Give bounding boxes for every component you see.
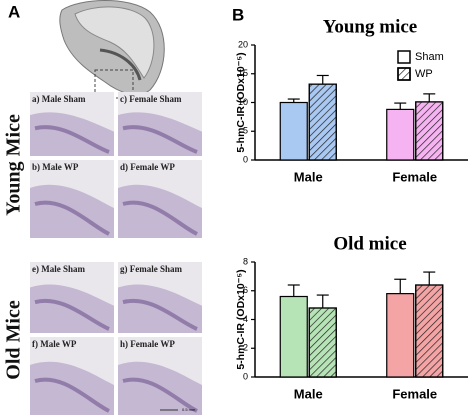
x-tick-label: Male	[294, 386, 323, 401]
legend-hatch	[397, 67, 411, 81]
bar	[279, 101, 308, 161]
y-tick-label: 4	[243, 314, 248, 324]
bar-hatch	[308, 307, 337, 378]
y-tick-label: 10	[238, 97, 248, 107]
image-label: c) Female Sham	[120, 94, 182, 104]
bar	[386, 108, 415, 161]
image-label: d) Female WP	[120, 162, 175, 172]
row-label: Old Mice	[3, 300, 25, 380]
y-tick-label: 0	[243, 154, 248, 164]
y-tick-label: 20	[238, 39, 248, 49]
image-label: e) Male Sham	[32, 264, 85, 274]
tissue-band	[122, 125, 198, 154]
bar-hatch	[308, 83, 337, 161]
tissue-band	[34, 377, 110, 413]
y-axis-label: 5-hmC-IR (ODx10⁻⁵)	[235, 52, 247, 152]
scale-bar-label: 0.5 mm	[182, 407, 196, 412]
image-label: h) Female WP	[120, 339, 175, 349]
legend-swatch	[397, 50, 411, 64]
y-tick-label: 2	[243, 343, 248, 353]
y-tick-label: 8	[243, 256, 248, 266]
chart-title: Old mice	[333, 233, 406, 254]
tissue-band	[34, 200, 110, 236]
y-tick-label: 5	[243, 126, 248, 136]
image-label: a) Male Sham	[32, 94, 86, 104]
legend-label: WP	[415, 68, 433, 80]
chart-title: Young mice	[323, 16, 417, 37]
y-tick-label: 15	[238, 68, 248, 78]
x-tick-label: Female	[392, 169, 437, 184]
brain-schematic	[59, 0, 165, 99]
image-label: f) Male WP	[32, 339, 77, 349]
y-tick-label: 6	[243, 285, 248, 295]
bar-hatch	[415, 101, 444, 161]
tissue-band	[34, 125, 110, 154]
tissue-band	[122, 298, 198, 331]
bar	[279, 295, 308, 378]
tissue-band	[122, 377, 198, 413]
y-axis-label: 5-hmC-IR (ODx10⁻⁵)	[235, 269, 247, 369]
tissue-band	[34, 298, 110, 331]
row-label: Young Mice	[3, 114, 25, 216]
tissue-band	[122, 200, 198, 236]
y-tick-label: 0	[243, 371, 248, 381]
panel-label: A	[8, 2, 20, 21]
bar-hatch	[415, 284, 444, 378]
image-label: b) Male WP	[32, 162, 79, 172]
legend-label: Sham	[415, 51, 444, 63]
bar	[386, 293, 415, 378]
x-tick-label: Male	[294, 169, 323, 184]
image-label: g) Female Sham	[120, 264, 182, 274]
panel-label: B	[232, 5, 244, 24]
x-tick-label: Female	[392, 386, 437, 401]
